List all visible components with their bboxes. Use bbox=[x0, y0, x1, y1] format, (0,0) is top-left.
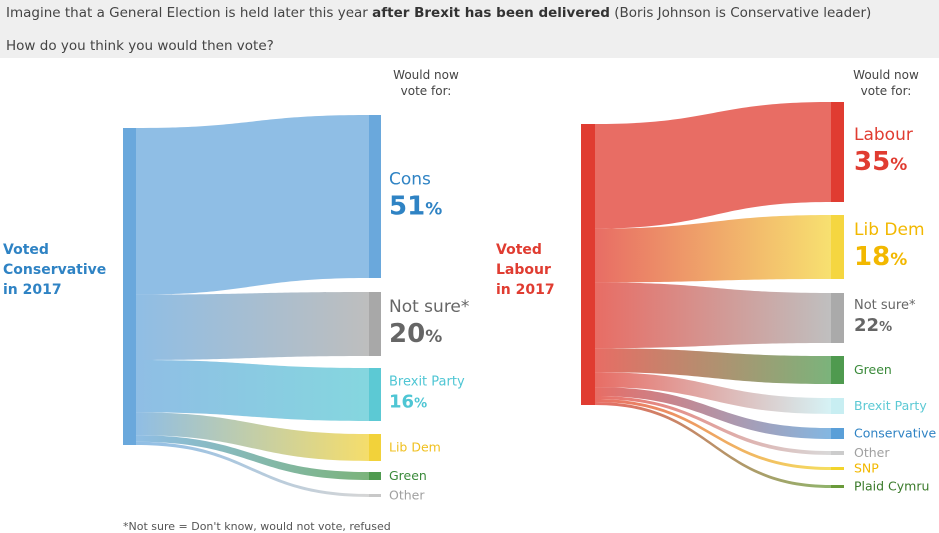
flow-conservative bbox=[595, 387, 831, 439]
flow-other bbox=[136, 441, 369, 497]
target-label-brexit: Brexit Party bbox=[389, 375, 465, 390]
target-header: Would now vote for: bbox=[853, 68, 919, 98]
target-bar-notsure bbox=[369, 292, 381, 356]
target-bar-libdem bbox=[369, 434, 381, 461]
target-bar-snp bbox=[831, 467, 844, 470]
target-label-green: Green bbox=[854, 362, 892, 377]
target-pct-cons: 51% bbox=[389, 192, 442, 222]
target-pct-notsure: 22% bbox=[854, 315, 892, 336]
target-bar-conservative bbox=[831, 428, 844, 439]
flow-snp bbox=[595, 399, 831, 470]
source-bar bbox=[123, 128, 136, 445]
question-suffix: (Boris Johnson is Conservative leader) bbox=[609, 5, 872, 21]
footnote: *Not sure = Don't know, would not vote, … bbox=[123, 520, 391, 533]
flow-other bbox=[595, 396, 831, 455]
question-prefix: Imagine that a General Election is held … bbox=[6, 5, 373, 21]
target-pct-brexit: 16% bbox=[389, 392, 427, 413]
target-bar-brexit bbox=[831, 398, 844, 414]
flow-cons bbox=[136, 115, 369, 295]
flow-green bbox=[595, 348, 831, 384]
question-text: Imagine that a General Election is held … bbox=[6, 5, 871, 21]
question-bold: after Brexit has been delivered bbox=[372, 5, 610, 21]
target-bar-other bbox=[831, 451, 844, 455]
target-label-plaid: Plaid Cymru bbox=[854, 479, 929, 494]
target-bar-cons bbox=[369, 115, 381, 278]
target-pct-notsure: 20% bbox=[389, 319, 442, 349]
target-label-libdem: Lib Dem bbox=[854, 220, 925, 240]
question-header: Imagine that a General Election is held … bbox=[0, 0, 939, 58]
target-bar-labour bbox=[831, 102, 844, 202]
target-bar-green bbox=[831, 356, 844, 384]
target-label-snp: SNP bbox=[854, 461, 879, 476]
flow-plaid bbox=[595, 402, 831, 488]
target-label-notsure: Not sure* bbox=[854, 298, 916, 313]
target-pct-labour: 35% bbox=[854, 147, 907, 177]
target-bar-brexit bbox=[369, 368, 381, 421]
target-label-other: Other bbox=[854, 445, 890, 460]
target-bar-other bbox=[369, 494, 381, 497]
flow-brexit bbox=[136, 360, 369, 421]
target-pct-libdem: 18% bbox=[854, 242, 907, 272]
flow-labour bbox=[595, 102, 831, 229]
target-bar-libdem bbox=[831, 215, 844, 279]
target-label-conservative: Conservative bbox=[854, 426, 936, 441]
source-label: Voted Conservative in 2017 bbox=[3, 242, 106, 298]
target-label-brexit: Brexit Party bbox=[854, 398, 927, 413]
target-header: Would now vote for: bbox=[393, 68, 459, 98]
flow-notsure bbox=[595, 282, 831, 349]
target-bar-plaid bbox=[831, 485, 844, 488]
flow-notsure bbox=[136, 292, 369, 361]
target-label-libdem: Lib Dem bbox=[389, 440, 441, 455]
flow-brexit bbox=[595, 372, 831, 414]
target-bar-green bbox=[369, 472, 381, 480]
flow-green bbox=[136, 435, 369, 480]
target-label-cons: Cons bbox=[389, 170, 431, 190]
flow-libdem bbox=[595, 215, 831, 283]
target-label-notsure: Not sure* bbox=[389, 297, 469, 317]
source-label: Voted Labour in 2017 bbox=[496, 242, 555, 298]
target-bar-notsure bbox=[831, 293, 844, 343]
target-label-other: Other bbox=[389, 488, 425, 503]
target-label-green: Green bbox=[389, 468, 427, 483]
source-bar bbox=[581, 124, 595, 405]
target-label-labour: Labour bbox=[854, 125, 913, 145]
flow-libdem bbox=[136, 412, 369, 461]
question-subtext: How do you think you would then vote? bbox=[6, 38, 274, 54]
